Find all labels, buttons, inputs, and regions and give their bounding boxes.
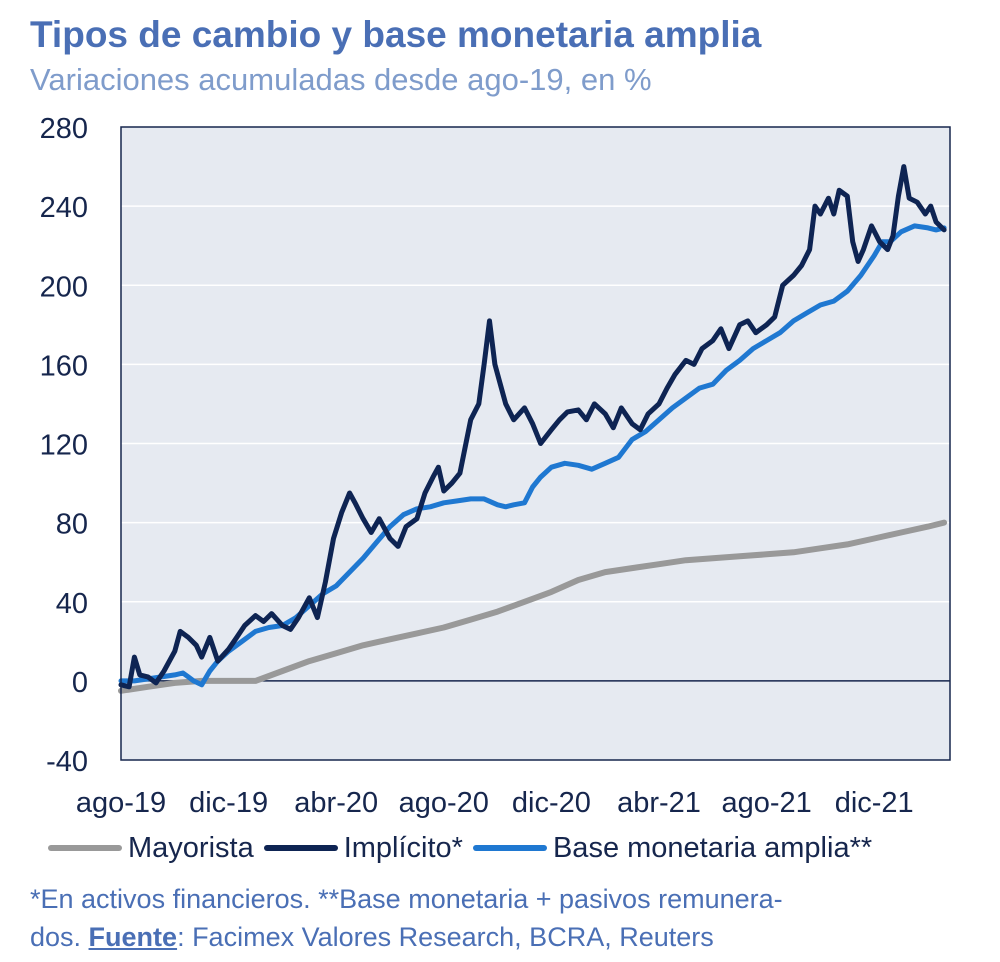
chart-title: Tipos de cambio y base monetaria amplia [30, 14, 762, 55]
footnote-prefix: dos. [30, 922, 89, 952]
legend-label-base-monetaria: Base monetaria amplia** [552, 831, 873, 864]
source-label: Fuente [88, 922, 178, 952]
series-layer [118, 164, 948, 694]
legend: Mayorista Implícito* Base monetaria ampl… [48, 826, 882, 870]
legend-item-implicito: Implícito* [263, 831, 473, 865]
x-tick-label: abr-20 [294, 787, 378, 819]
y-tick-label: 200 [40, 271, 88, 303]
footnote-line-2: dos. Fuente: Facimex Valores Research, B… [30, 918, 980, 956]
x-axis-tick-labels: ago-19 dic-19 abr-20 ago-20 dic-20 abr-21 ago-… [76, 787, 914, 819]
plot-frame [120, 126, 951, 761]
y-tick-label: 240 [40, 192, 88, 224]
legend-swatch-mayorista [48, 845, 122, 851]
y-tick-label: 120 [40, 430, 88, 462]
y-tick-label: 0 [72, 667, 88, 699]
y-axis-tick-labels: -40 0 40 80 120 160 200 240 280 [40, 113, 88, 778]
y-tick-label: -40 [46, 746, 88, 778]
source-text: : Facimex Valores Research, BCRA, Reuter… [177, 922, 714, 952]
footnote: *En activos financieros. **Base monetari… [30, 880, 980, 956]
legend-item-base-monetaria: Base monetaria amplia** [472, 831, 882, 865]
legend-label-implicito: Implícito* [343, 831, 463, 864]
x-tick-label: dic-21 [835, 787, 914, 819]
y-tick-label: 280 [40, 113, 88, 145]
x-tick-label: ago-20 [399, 787, 489, 819]
series-line-base-monetaria [118, 223, 947, 688]
chart-subtitle: Variaciones acumuladas desde ago-19, en … [30, 62, 652, 97]
series-line-implicito [118, 164, 947, 690]
legend-label-mayorista: Mayorista [128, 831, 254, 864]
y-tick-label: 40 [56, 588, 88, 620]
x-tick-label: ago-21 [721, 787, 811, 819]
x-tick-label: ago-19 [76, 787, 166, 819]
series-line-mayorista [118, 519, 948, 694]
x-tick-label: abr-21 [617, 787, 701, 819]
legend-item-mayorista: Mayorista [48, 832, 264, 865]
x-tick-label: dic-20 [512, 787, 591, 819]
x-tick-label: dic-19 [189, 787, 268, 819]
legend-swatch-implicito [263, 845, 338, 851]
legend-swatch-base-monetaria [472, 845, 547, 851]
y-tick-label: 160 [40, 350, 88, 382]
gridlines [121, 205, 950, 603]
footnote-line-1: *En activos financieros. **Base monetari… [30, 884, 783, 914]
y-tick-label: 80 [56, 509, 88, 541]
